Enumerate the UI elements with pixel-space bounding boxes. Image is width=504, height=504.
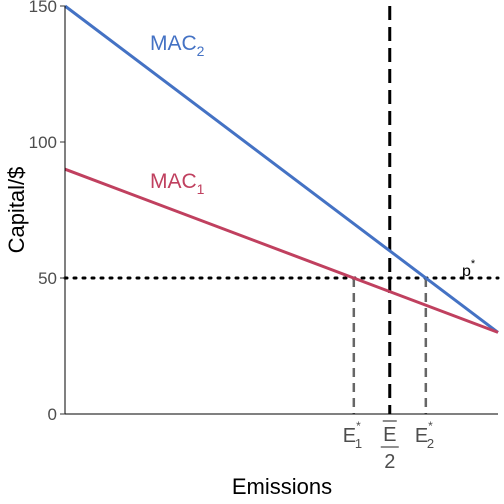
axes bbox=[64, 6, 498, 415]
curve-label-name: MAC bbox=[150, 32, 197, 55]
equilibrium-label-superscript: * bbox=[356, 419, 361, 433]
y-tick-label: 100 bbox=[29, 133, 57, 152]
equilibrium-label-superscript: * bbox=[428, 419, 433, 433]
equilibrium-label-letter: E bbox=[415, 425, 428, 447]
mac-curve-2 bbox=[64, 4, 499, 334]
equilibrium-label-2: E* 2 bbox=[415, 419, 434, 451]
curve-label-mac1: MAC1 bbox=[150, 170, 205, 197]
y-ticks: 0 50 100 150 bbox=[29, 0, 65, 424]
curve-label-name: MAC bbox=[150, 170, 197, 193]
curve-label-subscript: 1 bbox=[197, 181, 205, 197]
y-tick-label: 50 bbox=[38, 269, 57, 288]
mac-curve-1 bbox=[64, 167, 499, 334]
plot-area bbox=[63, 4, 500, 414]
y-tick-label: 150 bbox=[29, 0, 57, 16]
cap-label-denominator: 2 bbox=[384, 451, 395, 473]
curve-label-subscript: 2 bbox=[197, 43, 205, 59]
equilibrium-label-subscript: 1 bbox=[355, 436, 362, 451]
price-label: p* bbox=[462, 258, 476, 280]
curve-label-mac2: MAC2 bbox=[150, 32, 205, 59]
equilibrium-label-subscript: 2 bbox=[427, 436, 434, 451]
equilibrium-label-letter: E bbox=[343, 425, 356, 447]
y-axis-title: Capital/$ bbox=[4, 167, 29, 254]
cap-label-numerator: E bbox=[383, 424, 396, 446]
y-tick-label: 0 bbox=[48, 405, 57, 424]
x-axis-title: Emissions bbox=[232, 474, 332, 499]
price-label-superscript: * bbox=[471, 258, 476, 270]
equilibrium-label-1: E* 1 bbox=[343, 419, 362, 451]
price-label-text: p bbox=[462, 263, 471, 280]
